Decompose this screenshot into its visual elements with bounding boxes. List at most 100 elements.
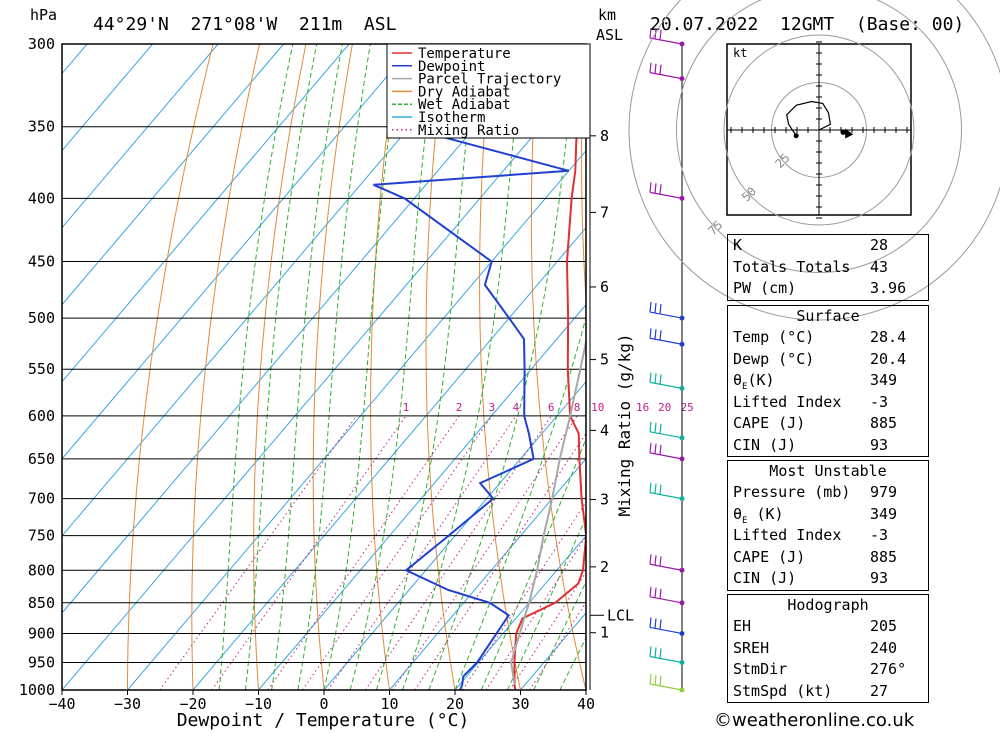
height-tick-label: 3 bbox=[600, 490, 609, 508]
isotherm-line bbox=[62, 72, 586, 690]
row-label: Dewp (°C) bbox=[733, 349, 815, 368]
wind-barb-flag bbox=[659, 556, 662, 567]
wet-adiabat-line bbox=[506, 516, 586, 690]
mixing-ratio-label: 6 bbox=[548, 401, 555, 414]
isotherm-line bbox=[62, 44, 481, 537]
mixing-ratio-axis-label: Mixing Ratio (g/kg) bbox=[615, 333, 634, 516]
wind-barb bbox=[649, 673, 683, 691]
location-label: 44°29'N 271°08'W 211m ASL bbox=[93, 14, 397, 35]
row-value: 276° bbox=[870, 660, 907, 678]
copyright-footer: ©weatheronline.co.uk bbox=[714, 710, 915, 731]
wind-barb-flag bbox=[649, 646, 652, 657]
pressure-tick-label: 350 bbox=[28, 118, 55, 136]
height-ref-label: ASL bbox=[596, 26, 623, 44]
wind-barb-flag bbox=[649, 62, 652, 73]
row-value: 27 bbox=[870, 681, 889, 700]
height-tick-label: 5 bbox=[600, 351, 609, 369]
wind-barb-flag bbox=[659, 304, 662, 315]
height-tick-label: 6 bbox=[600, 278, 609, 296]
wet-adiabat-line bbox=[480, 437, 586, 690]
height-tick-label: 8 bbox=[600, 127, 609, 145]
index-label: Totals Totals bbox=[733, 257, 851, 276]
index-row-totals: Totals Totals 43 bbox=[728, 257, 928, 279]
dry-adiabat-line bbox=[191, 44, 260, 690]
row-label: θE (K) bbox=[733, 504, 784, 526]
wind-barb-flag bbox=[649, 421, 652, 432]
pressure-tick-label: 700 bbox=[28, 490, 55, 508]
mixing-ratio-line bbox=[485, 535, 586, 690]
surface-table: Surface Temp (°C) 28.4 Dewp (°C) 20.4 θE(K… bbox=[727, 305, 929, 457]
pressure-tick-label: 1000 bbox=[19, 681, 55, 699]
isotherm-line bbox=[389, 458, 586, 690]
hodograph-table-title: Hodograph bbox=[787, 596, 869, 614]
surface-dewp-row: Dewp (°C) 20.4 bbox=[728, 349, 928, 371]
surface-li-row: Lifted Index -3 bbox=[728, 392, 928, 414]
mixing-ratio-label: 4 bbox=[513, 401, 520, 414]
mixing-ratio-label: 8 bbox=[574, 401, 581, 414]
row-value: 349 bbox=[870, 371, 898, 389]
surface-title: Surface bbox=[796, 307, 860, 325]
wind-barb-flag bbox=[654, 63, 657, 74]
pressure-tick-label: 950 bbox=[28, 653, 55, 671]
height-unit-label: km bbox=[598, 6, 616, 24]
most-unstable-table: Most Unstable Pressure (mb) 979 θE (K) 349… bbox=[727, 460, 929, 591]
hodograph-ring bbox=[676, 0, 962, 273]
row-value: 93 bbox=[870, 569, 889, 587]
pressure-tick-label: 900 bbox=[28, 624, 55, 642]
mixing-ratio-label: 2 bbox=[456, 401, 463, 414]
dry-adiabat-line bbox=[581, 44, 586, 306]
index-label: K bbox=[733, 236, 743, 254]
hodograph-table: Hodograph EH 205 SREH 240 StmDir 276° StmSp… bbox=[727, 594, 929, 703]
wind-barb-flag bbox=[659, 648, 662, 659]
dry-adiabat-line bbox=[956, 44, 1000, 690]
x-tick-label: 20 bbox=[446, 695, 464, 713]
isotherm-line bbox=[62, 44, 219, 229]
mixing-ratio-label: 1 bbox=[403, 401, 410, 414]
row-label: Temp (°C) bbox=[733, 328, 815, 346]
mixing-ratio-label: 25 bbox=[681, 401, 694, 414]
wet-adiabat-line bbox=[244, 44, 318, 690]
wind-barb-flag bbox=[659, 330, 662, 341]
x-tick-label: 10 bbox=[380, 695, 398, 713]
isotherm-line bbox=[127, 149, 586, 690]
wind-barb-flag bbox=[649, 302, 652, 313]
mu-theta-row: θE (K) 349 bbox=[728, 504, 928, 526]
wind-barb-flag bbox=[649, 482, 652, 493]
row-label: CAPE (J) bbox=[733, 547, 806, 566]
wind-barb bbox=[649, 617, 683, 635]
row-value: 28.4 bbox=[870, 328, 907, 346]
hodograph-unit-label: kt bbox=[733, 46, 747, 60]
mixing-ratio-line bbox=[529, 601, 586, 690]
mixing-ratio-line bbox=[509, 571, 586, 690]
wind-barb bbox=[649, 62, 683, 80]
hodograph-ring bbox=[628, 0, 1000, 321]
isotherm-line bbox=[258, 303, 586, 690]
row-value: -3 bbox=[870, 526, 889, 544]
wind-barb-flag bbox=[659, 484, 662, 495]
hodo-stmspd-row: StmSpd (kt) 27 bbox=[728, 681, 928, 703]
row-value: 885 bbox=[870, 547, 898, 566]
row-label: Lifted Index bbox=[733, 526, 842, 544]
dry-adiabat-line bbox=[530, 44, 586, 690]
indices-table: K 28 Totals Totals 43 PW (cm) 3.96 bbox=[727, 234, 929, 301]
hodograph-ring bbox=[723, 34, 915, 226]
dry-adiabat-line bbox=[425, 44, 456, 690]
row-value: 240 bbox=[870, 638, 898, 657]
wind-barb-flag bbox=[654, 183, 657, 194]
hodo-stmdir-row: StmDir 276° bbox=[728, 659, 928, 681]
wind-barb bbox=[649, 442, 683, 460]
row-label: StmSpd (kt) bbox=[733, 681, 833, 700]
wind-barb bbox=[649, 554, 683, 571]
x-tick-label: −20 bbox=[179, 695, 206, 713]
legend-entry: Dewpoint bbox=[418, 59, 485, 75]
mixing-ratio-line bbox=[414, 432, 586, 690]
wind-barb-flag bbox=[654, 555, 657, 566]
row-label: CAPE (J) bbox=[733, 414, 806, 432]
wind-barb-flag bbox=[659, 374, 662, 385]
index-row-k: K 28 bbox=[728, 235, 928, 257]
isotherm-line bbox=[62, 44, 546, 614]
mixing-ratio-line bbox=[392, 415, 578, 690]
index-label: PW (cm) bbox=[733, 279, 797, 297]
isotherm-line bbox=[62, 44, 350, 383]
wind-barb-flag bbox=[659, 64, 662, 75]
